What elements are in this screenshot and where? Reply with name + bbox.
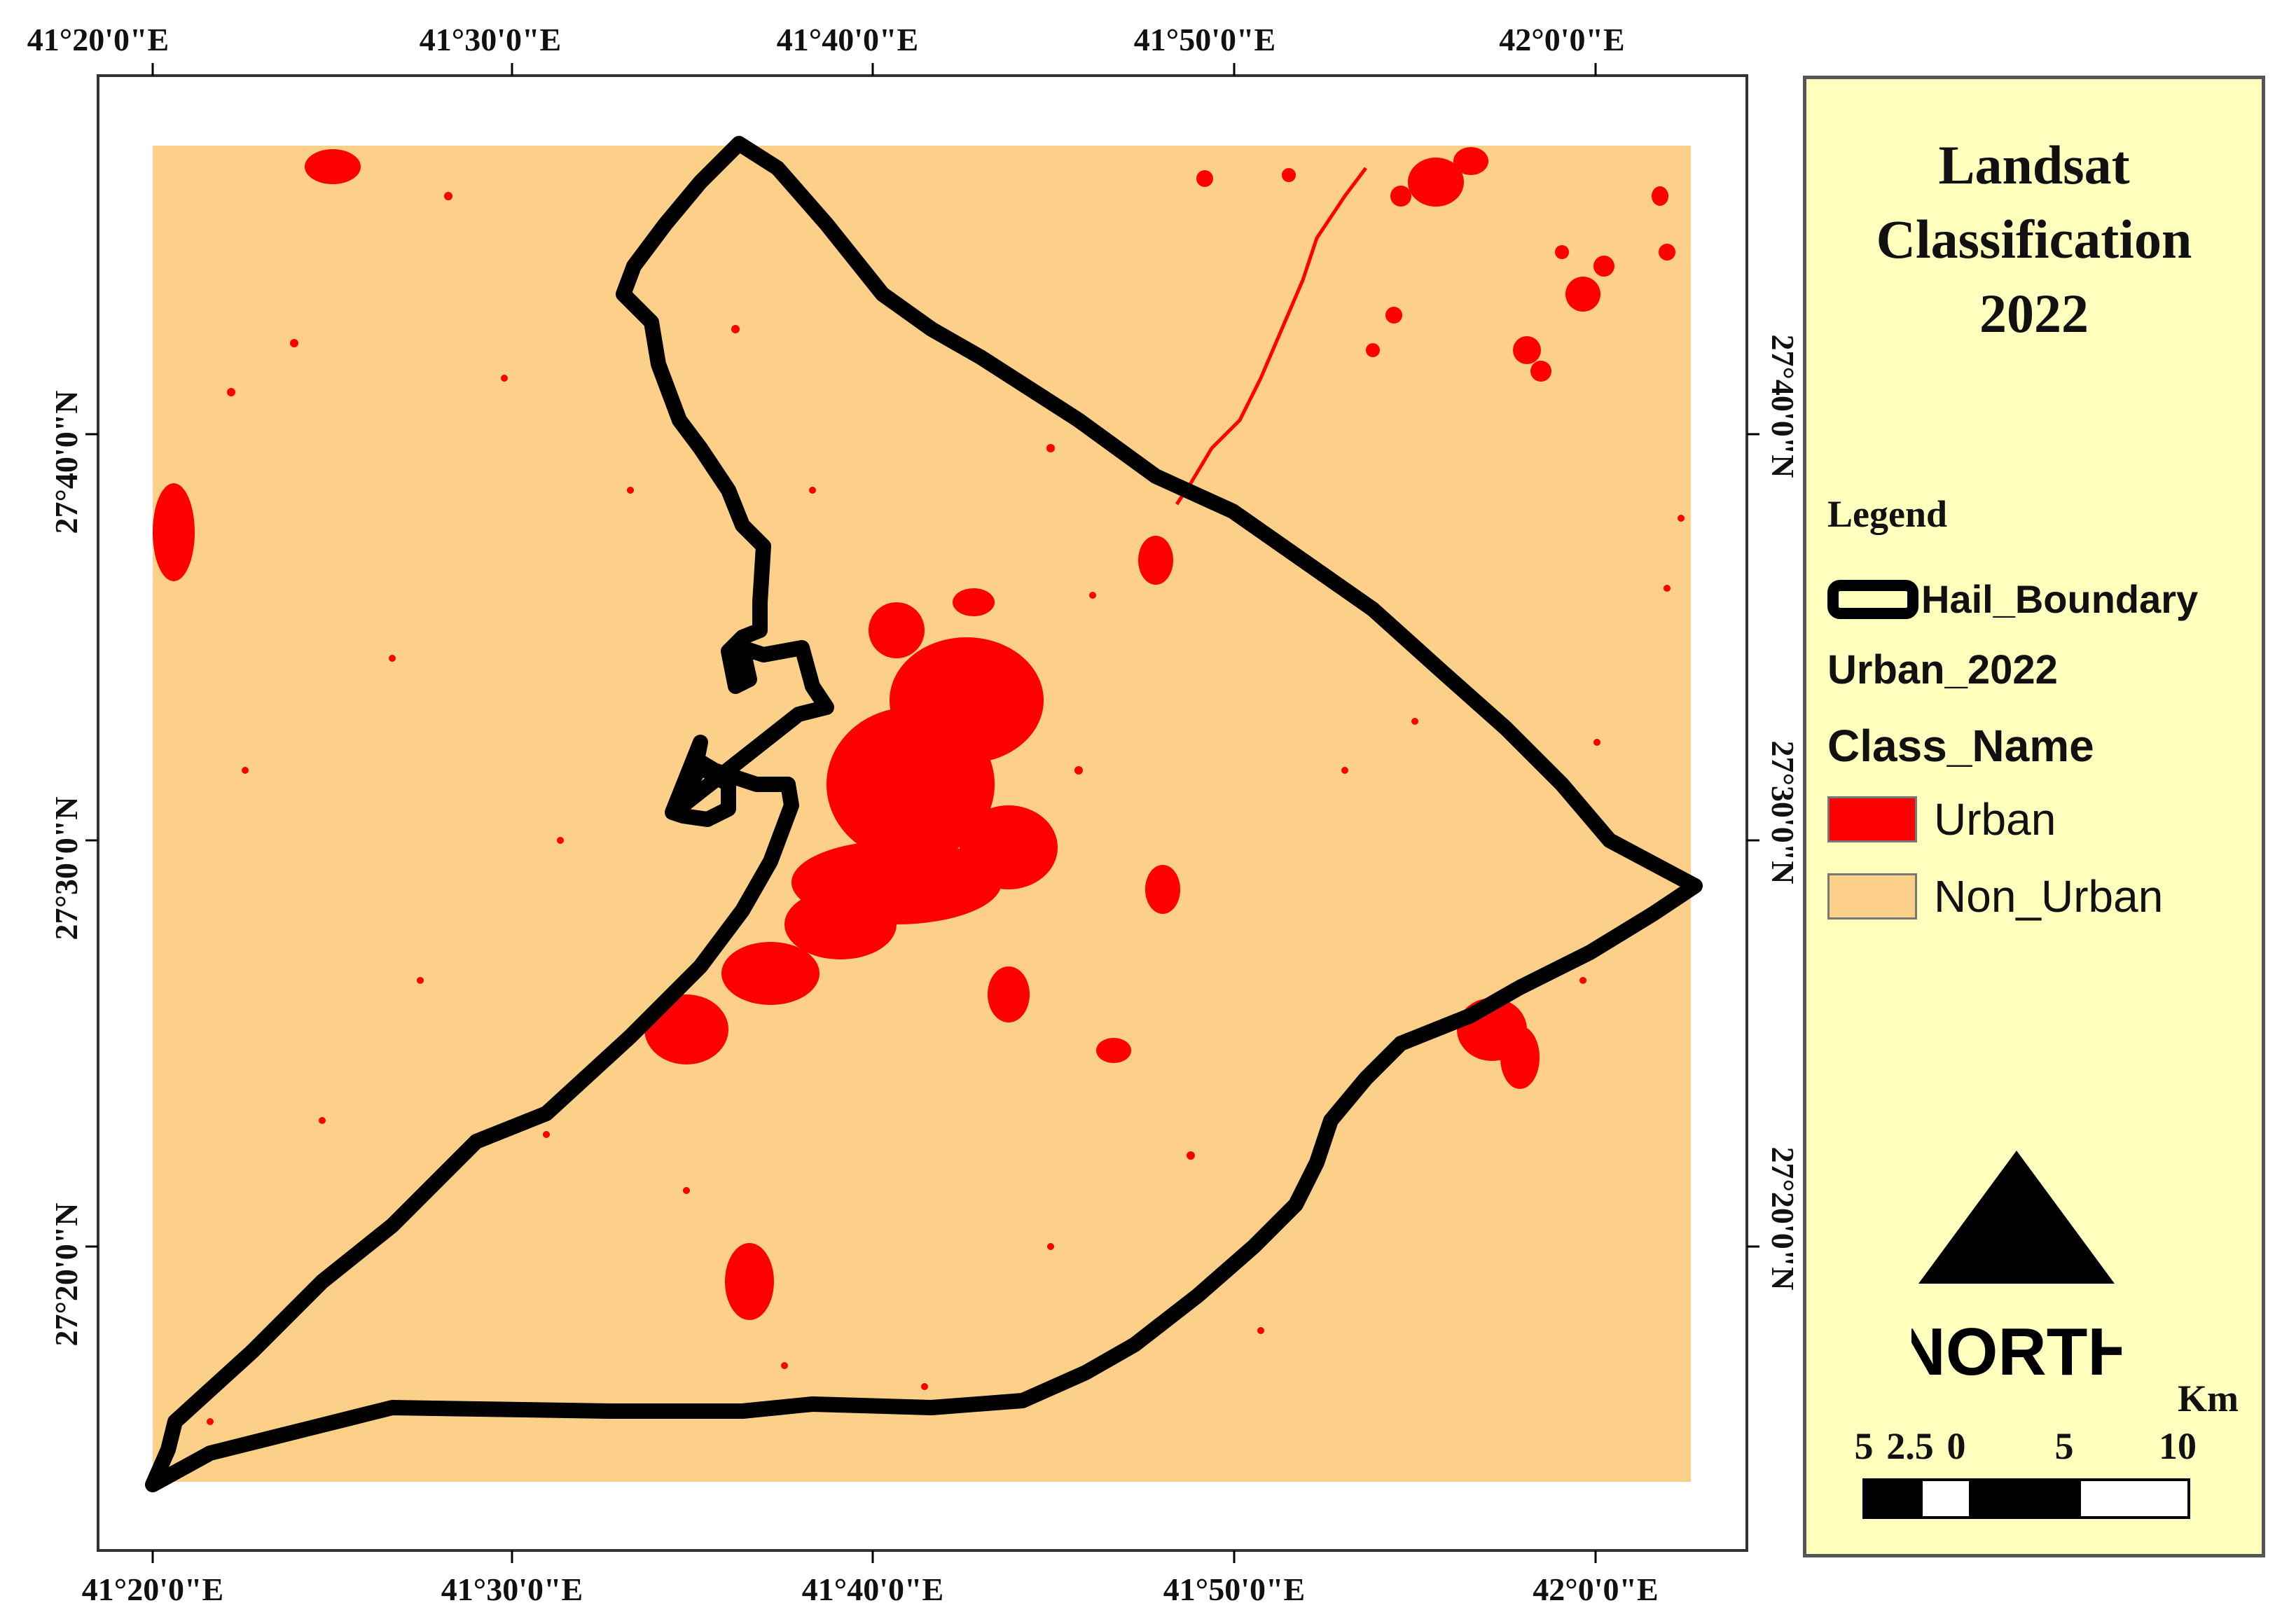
legend-panel: Landsat Classification 2022 Legend Hail_… (1803, 76, 2265, 1557)
non-urban-swatch (1827, 873, 1917, 919)
top-tick-label: 41°50'0"E (1134, 22, 1275, 57)
scale-tick: 5 (2055, 1425, 2074, 1467)
bottom-tick-label: 41°50'0"E (1163, 1571, 1305, 1607)
scale-unit: Km (2178, 1377, 2239, 1420)
north-label: NORTH (1911, 1314, 2122, 1389)
scale-tick: 5 (1855, 1425, 1874, 1467)
legend-item-boundary: Hail_Boundary (1827, 576, 2198, 622)
layer-label: Urban_2022 (1827, 647, 2058, 693)
bottom-tick-label: 42°0'0"E (1533, 1571, 1658, 1607)
legend-heading: Legend (1827, 493, 1948, 535)
scale-tick: 0 (1947, 1425, 1966, 1467)
field-label: Class_Name (1827, 721, 2094, 771)
map-title-line: Landsat (1938, 134, 2130, 195)
map-title-line: 2022 (1979, 283, 2089, 344)
urban-swatch (1827, 796, 1917, 842)
top-tick-label: 41°30'0"E (420, 22, 561, 57)
right-tick-label: 27°40'0"N (1765, 335, 1801, 478)
boundary-label: Hail_Boundary (1921, 577, 2199, 621)
legend-item-non-urban: Non_Urban (1827, 870, 2163, 922)
top-tick-label: 42°0'0"E (1499, 22, 1624, 57)
left-tick-label: 27°40'0"N (48, 391, 84, 534)
graticule-ticks (85, 63, 1759, 1563)
urban-patches (153, 147, 1685, 1425)
scale-bar: Km 5 2.5 0 5 10 (1855, 1377, 2239, 1519)
legend-item-urban: Urban (1827, 793, 2056, 845)
bottom-tick-label: 41°40'0"E (802, 1571, 943, 1607)
bottom-tick-label: 41°20'0"E (82, 1571, 223, 1607)
non-urban-label: Non_Urban (1934, 871, 2164, 922)
top-tick-label: 41°20'0"E (27, 22, 169, 57)
bottom-tick-label: 41°30'0"E (441, 1571, 583, 1607)
right-tick-label: 27°30'0"N (1765, 741, 1801, 884)
urban-label: Urban (1934, 794, 2056, 845)
north-arrow-icon: NORTH (1911, 1151, 2122, 1389)
top-tick-label: 41°40'0"E (777, 22, 918, 57)
scale-tick: 10 (2159, 1425, 2197, 1467)
map-frame: 41°20'0"E 41°30'0"E 41°40'0"E 41°50'0"E … (27, 22, 1801, 1607)
left-tick-label: 27°30'0"N (48, 797, 84, 941)
right-tick-label: 27°20'0"N (1765, 1147, 1801, 1291)
map-title: Landsat Classification 2022 (1806, 128, 2262, 351)
hail-boundary-line (145, 136, 1703, 1492)
left-tick-label: 27°20'0"N (48, 1203, 84, 1347)
boundary-swatch (1827, 579, 1918, 619)
scale-tick: 2.5 (1886, 1425, 1934, 1467)
map-title-line: Classification (1876, 209, 2192, 270)
